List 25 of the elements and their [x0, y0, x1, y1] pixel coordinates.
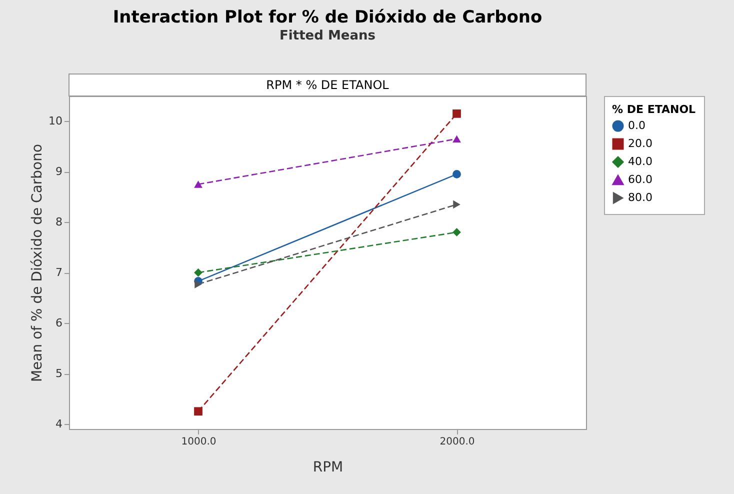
legend-label: 80.0	[628, 191, 652, 204]
legend-label: 0.0	[628, 119, 646, 132]
y-tick-label: 6	[56, 316, 62, 330]
y-tick-label: 5	[56, 367, 62, 380]
point	[194, 407, 202, 416]
y-tick-label: 7	[56, 266, 62, 280]
point	[452, 228, 461, 236]
point	[452, 170, 461, 178]
legend-title: % DE ETANOL	[612, 103, 696, 116]
y-tick-label: 9	[56, 165, 62, 178]
y-tick-label: 4	[56, 417, 62, 430]
x-tick-label: 2000.0	[440, 436, 475, 448]
x-tick-label: 1000.0	[181, 436, 216, 448]
chart-subtitle: Fitted Means	[280, 28, 376, 44]
text: RPM * % DE ETANOL	[266, 78, 390, 92]
chart-title: Interaction Plot for % de Dióxido de Carbono	[112, 8, 542, 28]
y-tick-label: 8	[56, 216, 62, 229]
y-tick-label: 10	[48, 114, 62, 128]
legend-label: 20.0	[628, 137, 652, 150]
y-axis-title: Mean of % de Dióxido de Carbono	[30, 144, 46, 382]
legend-label: 40.0	[628, 155, 652, 168]
legend-label: 60.0	[628, 173, 652, 186]
point	[194, 268, 202, 277]
point	[452, 109, 461, 118]
x-axis-title: RPM	[312, 460, 344, 476]
